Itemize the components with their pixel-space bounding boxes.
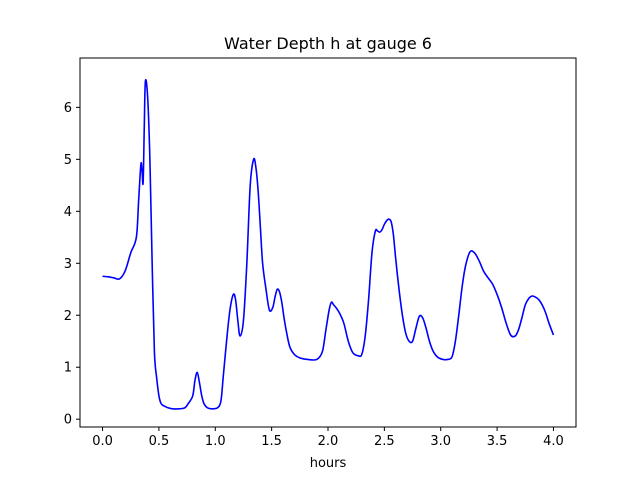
x-tick-label: 2.0 — [318, 434, 339, 449]
x-tick-label: 3.5 — [487, 434, 508, 449]
x-axis-label: hours — [310, 456, 347, 471]
y-axis-ticks: 0 1 2 3 4 5 6 — [64, 101, 80, 428]
x-axis-ticks: 0.0 0.5 1.0 1.5 2.0 2.5 3.0 3.5 4.0 — [92, 427, 564, 449]
x-tick-label: 4.0 — [543, 434, 564, 449]
y-tick-label: 5 — [64, 153, 72, 168]
x-tick-label: 0.5 — [149, 434, 170, 449]
y-tick-label: 3 — [64, 257, 72, 272]
x-tick-label: 1.0 — [205, 434, 226, 449]
y-tick-label: 1 — [64, 361, 72, 376]
x-tick-label: 3.0 — [430, 434, 451, 449]
y-tick-label: 0 — [64, 413, 72, 428]
y-tick-label: 4 — [64, 205, 72, 220]
y-tick-label: 6 — [64, 101, 72, 116]
water-depth-line — [102, 79, 555, 410]
plot-area — [80, 58, 576, 427]
plot-frame — [79, 57, 577, 428]
y-tick-label: 2 — [64, 309, 72, 324]
chart-title: Water Depth h at gauge 6 — [224, 34, 432, 53]
x-tick-label: 1.5 — [261, 434, 282, 449]
x-tick-label: 0.0 — [92, 434, 113, 449]
x-tick-label: 2.5 — [374, 434, 395, 449]
